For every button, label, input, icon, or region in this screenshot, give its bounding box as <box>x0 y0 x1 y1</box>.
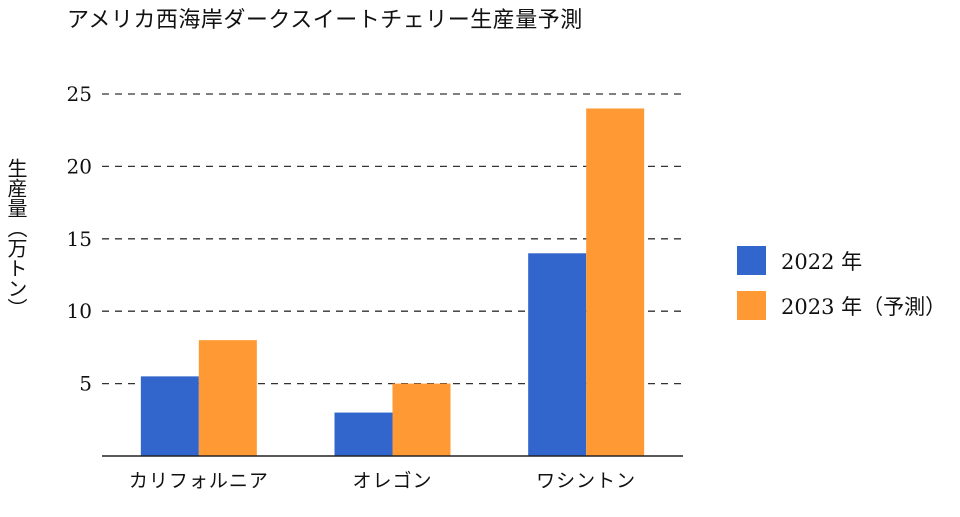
bar-2023-0 <box>198 340 257 456</box>
bar-2023-2 <box>586 108 645 456</box>
legend-label: 2022 年 <box>781 250 862 274</box>
bar-2022-1 <box>334 412 393 456</box>
legend-swatch <box>737 291 766 320</box>
y-axis-label: 生産量（万トン） <box>4 158 28 318</box>
y-tick-label: 10 <box>67 299 92 323</box>
y-axis-ticks: 5 10 15 20 25 <box>67 82 92 396</box>
y-tick-label: 20 <box>67 154 92 178</box>
legend-swatch <box>737 246 766 275</box>
x-category-label: ワシントン <box>536 470 636 492</box>
x-category-label: オレゴン <box>352 470 432 492</box>
x-category-label: カリフォルニア <box>129 470 269 492</box>
bars <box>140 108 645 456</box>
y-tick-label: 15 <box>67 227 92 251</box>
legend-label: 2023 年（予測） <box>781 295 946 319</box>
y-tick-label: 5 <box>79 372 92 396</box>
y-tick-label: 25 <box>67 82 92 106</box>
bar-2022-2 <box>528 253 587 456</box>
bar-2022-0 <box>140 376 199 456</box>
legend: 2022 年 2023 年（予測） <box>737 246 946 320</box>
bar-2023-1 <box>392 383 451 456</box>
x-axis-categories: カリフォルニア オレゴン ワシントン <box>129 470 636 492</box>
chart-title: アメリカ西海岸ダークスイートチェリー生産量予測 <box>67 8 583 33</box>
